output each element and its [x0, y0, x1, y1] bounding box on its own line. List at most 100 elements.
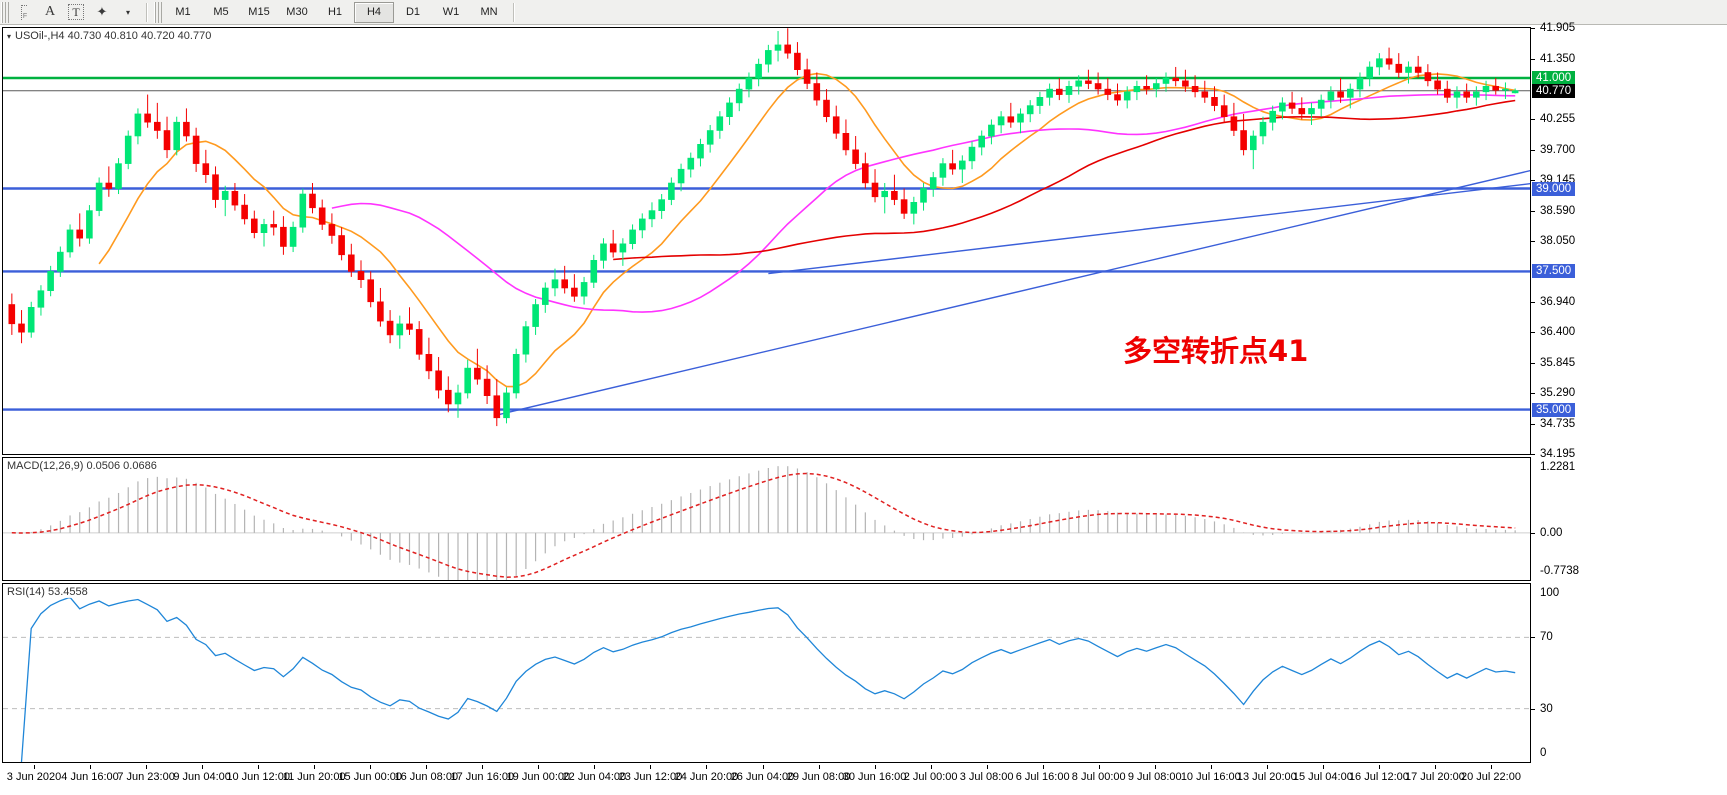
time-tick-mark: [90, 765, 92, 769]
macd-label: MACD(12,26,9) 0.0506 0.0686: [7, 460, 157, 472]
price-tick-41-350: 41.350: [1531, 53, 1575, 65]
time-tick-mark: [874, 765, 876, 769]
time-tick-label: 9 Jul 08:00: [1127, 771, 1182, 783]
time-tick-mark: [1378, 765, 1380, 769]
time-tick-label: 16 Jun 08:00: [394, 771, 459, 783]
toolbar-separator-2: [513, 2, 515, 22]
time-tick-label: 24 Jun 20:00: [674, 771, 739, 783]
toolbar-drag-handle[interactable]: [1, 1, 9, 23]
price-tick-35-845: 35.845: [1531, 357, 1575, 369]
price-tick-35-290: 35.290: [1531, 387, 1575, 399]
price-tick-38-590: 38.590: [1531, 205, 1575, 217]
price-tick-38-050: 38.050: [1531, 235, 1575, 247]
time-tick-mark: [706, 765, 708, 769]
time-tick-label: 7 Jun 23:00: [117, 771, 175, 783]
rsi-pane[interactable]: RSI(14) 53.4558: [2, 583, 1531, 763]
chart-shell: ▾ USOil-,H4 40.730 40.810 40.720 40.770 …: [0, 22, 1727, 795]
crosshair-icon[interactable]: F: [12, 2, 36, 23]
timeframe-m30[interactable]: M30: [286, 6, 308, 18]
rsi-tick-30: 30: [1531, 703, 1553, 715]
time-tick-mark: [818, 765, 820, 769]
price-tick-40-255: 40.255: [1531, 113, 1575, 125]
time-tick-mark: [314, 765, 316, 769]
time-tick-mark: [930, 765, 932, 769]
time-tick-label: 29 Jun 08:00: [786, 771, 851, 783]
time-tick-label: 19 Jun 00:00: [506, 771, 571, 783]
time-tick-label: 8 Jul 00:00: [1071, 771, 1126, 783]
time-tick-label: 20 Jul 22:00: [1461, 771, 1521, 783]
time-tick-label: 22 Jun 04:00: [562, 771, 627, 783]
crosshair-glyph: F: [20, 4, 28, 20]
time-tick-mark: [34, 765, 36, 769]
text-box-icon[interactable]: T: [64, 2, 88, 23]
price-axis[interactable]: 41.905 41.350 40.255 39.700 39.145 38.590 38.0…: [1531, 22, 1727, 460]
time-tick-mark: [1098, 765, 1100, 769]
rsi-tick-70: 70: [1531, 631, 1553, 643]
timeframe-m15[interactable]: M15: [248, 6, 270, 18]
rsi-tick-0: 0: [1540, 747, 1547, 759]
macd-canvas: [3, 466, 1530, 580]
time-tick-label: 10 Jun 12:00: [226, 771, 290, 783]
macd-tick-_0_7738: -0.7738: [1540, 565, 1580, 577]
text-label-icon[interactable]: A: [44, 4, 56, 19]
time-tick-mark: [482, 765, 484, 769]
price-tick-36-400: 36.400: [1531, 326, 1575, 338]
rsi-tick-100: 100: [1540, 587, 1560, 599]
time-tick-label: 15 Jun 00:00: [338, 771, 403, 783]
price-tick-39-700: 39.700: [1531, 144, 1575, 156]
timeframe-m1[interactable]: M1: [175, 6, 191, 18]
time-tick-mark: [1266, 765, 1268, 769]
timeframe-d1[interactable]: D1: [405, 6, 421, 18]
symbol-info-text: USOil-,H4 40.730 40.810 40.720 40.770: [15, 30, 212, 42]
price-pill-40-770: 40.770: [1532, 83, 1576, 98]
time-tick-mark: [762, 765, 764, 769]
time-tick-label: 23 Jun 12:00: [618, 771, 683, 783]
timeframe-mn[interactable]: MN: [480, 6, 498, 18]
time-tick-label: 30 Jun 16:00: [842, 771, 907, 783]
time-tick-mark: [538, 765, 540, 769]
timeframe-h1[interactable]: H1: [327, 6, 343, 18]
timeframe-group: M1 M5 M15 M30 H1 H4 D1 W1 MN: [164, 1, 508, 23]
rsi-label: RSI(14) 53.4558: [7, 586, 88, 598]
dropdown-arrow-icon[interactable]: ▾: [125, 7, 130, 17]
time-tick-label: 11 Jun 20:00: [282, 771, 346, 783]
objects-icon[interactable]: ✦: [96, 4, 108, 19]
text-box-glyph: T: [68, 4, 84, 20]
time-tick-mark: [650, 765, 652, 769]
macd-pane[interactable]: MACD(12,26,9) 0.0506 0.0686: [2, 457, 1531, 581]
timeframe-w1[interactable]: W1: [442, 6, 460, 18]
time-tick-label: 6 Jul 16:00: [1015, 771, 1070, 783]
price-tick-36-940: 36.940: [1531, 296, 1575, 308]
time-axis[interactable]: 3 Jun 2020 4 Jun 16:00 7 Jun 23:00 9 Jun 04…: [2, 765, 1531, 793]
price-pane[interactable]: ▾ USOil-,H4 40.730 40.810 40.720 40.770 …: [2, 27, 1531, 455]
price-pill-35-000: 35.000: [1532, 402, 1576, 417]
time-tick-mark: [1322, 765, 1324, 769]
time-tick-label: 9 Jun 04:00: [173, 771, 231, 783]
timeframe-h4[interactable]: H4: [354, 1, 394, 23]
time-tick-mark: [1042, 765, 1044, 769]
time-tick-label: 4 Jun 16:00: [61, 771, 119, 783]
timeframe-m5[interactable]: M5: [213, 6, 229, 18]
price-tick-41-905: 41.905: [1531, 22, 1575, 34]
time-tick-label: 3 Jun 2020: [6, 771, 62, 783]
price-tick-34-735: 34.735: [1531, 418, 1575, 430]
main-toolbar: F A T ✦ ▾ M1 M5 M15 M30 H1 H4 D1 W1 MN: [0, 0, 1727, 25]
toolbar-separator: [146, 2, 148, 22]
macd-tick-1_2281: 1.2281: [1540, 461, 1576, 473]
time-tick-label: 2 Jul 00:00: [903, 771, 958, 783]
time-tick-label: 10 Jul 16:00: [1180, 771, 1241, 783]
timeframe-drag-handle[interactable]: [154, 1, 162, 23]
time-tick-mark: [370, 765, 372, 769]
macd-axis: 1.2281 0.00 -0.7738: [1531, 457, 1727, 581]
price-tick-34-195: 34.195: [1531, 448, 1575, 460]
symbol-info-label: ▾ USOil-,H4 40.730 40.810 40.720 40.770: [7, 30, 212, 42]
chart-annotation-text: 多空转折点41: [1123, 334, 1309, 368]
time-tick-mark: [1210, 765, 1212, 769]
time-tick-mark: [594, 765, 596, 769]
symbol-caret-icon[interactable]: ▾: [7, 31, 12, 41]
rsi-canvas: [3, 596, 1530, 762]
time-tick-label: 16 Jul 12:00: [1348, 771, 1409, 783]
time-tick-label: 17 Jun 16:00: [450, 771, 515, 783]
price-pill-41-000: 41.000: [1532, 71, 1576, 85]
